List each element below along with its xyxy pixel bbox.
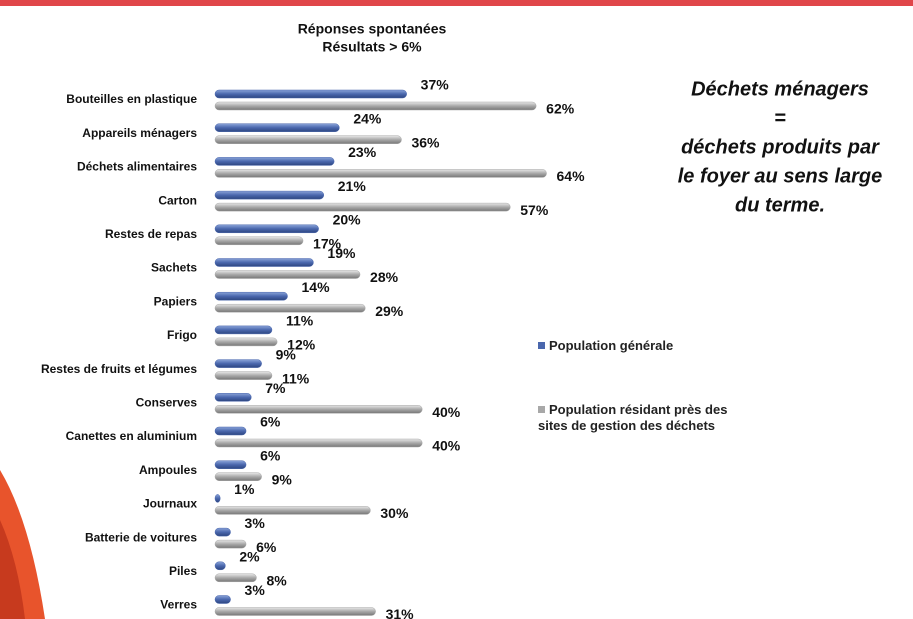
value-label: 36% [411,134,440,150]
annotation: le foyer au sens large [678,165,883,187]
y-tick-label: Verres [160,598,197,612]
value-label: 6% [256,539,277,555]
bar [214,506,371,515]
bar [214,527,231,537]
y-tick-label: Appareils ménagers [82,126,197,140]
bar [214,123,340,132]
bar [214,169,547,178]
bar [214,405,423,414]
bar [214,595,231,604]
value-label: 3% [245,515,266,531]
bar [214,89,407,99]
decoration [0,520,25,619]
bar [214,371,273,380]
bar [214,291,288,301]
bar [214,393,252,402]
y-tick-label: Canettes en aluminium [66,429,197,443]
bar [214,101,537,111]
value-label: 6% [260,414,281,430]
value-label: 3% [245,582,266,598]
bar [214,157,335,166]
y-tick-label: Restes de repas [105,227,197,241]
legend-swatch [538,342,545,349]
value-label: 29% [375,303,404,319]
bar [214,573,257,583]
value-label: 24% [353,110,382,126]
bar [214,325,273,335]
legend-label: Population résidant près des sites de ge… [538,402,728,433]
value-label: 20% [333,212,362,228]
value-label: 9% [276,346,297,362]
value-label: 1% [234,481,255,497]
bar [214,472,262,481]
bar [214,561,226,571]
bar [214,258,314,267]
value-label: 62% [546,101,575,117]
top-band [0,0,913,6]
annotation: déchets produits par [681,136,880,158]
legend-item: Population résidant près des sites de ge… [538,402,743,434]
bar [214,494,221,503]
legend-swatch [538,406,545,413]
value-label: 21% [338,178,367,194]
value-label: 14% [302,279,331,295]
value-label: 40% [432,404,461,420]
value-label: 40% [432,438,461,454]
bar [214,135,402,144]
bar [214,224,319,234]
value-label: 8% [266,573,287,589]
y-tick-label: Restes de fruits et légumes [41,362,197,376]
value-label: 17% [313,236,342,252]
bar [214,460,247,469]
y-tick-label: Frigo [167,328,197,342]
value-label: 2% [239,549,260,565]
value-label: 37% [421,77,450,93]
bar [214,426,247,436]
bar [214,359,262,368]
legend-item: Population générale [538,338,738,354]
value-label: 11% [286,313,314,329]
bar [214,236,304,246]
value-label: 57% [520,202,549,218]
y-tick-label: Journaux [143,497,197,511]
y-tick-label: Papiers [154,294,198,308]
chart-title: Réponses spontanées [298,21,447,37]
value-label: 6% [260,447,281,463]
value-label: 31% [386,606,415,619]
y-tick-label: Piles [169,564,197,578]
value-label: 64% [557,168,586,184]
bar [214,539,247,549]
y-tick-label: Bouteilles en plastique [66,92,197,106]
bar [214,337,278,347]
value-label: 12% [287,337,316,353]
legend-label: Population générale [549,338,674,353]
bar [214,438,423,448]
bar [214,202,511,212]
y-tick-label: Sachets [151,261,197,275]
annotation: = [774,107,786,129]
value-label: 23% [348,144,377,160]
bar [214,270,361,279]
chart-subtitle: Résultats > 6% [322,39,422,55]
y-tick-label: Carton [158,193,197,207]
bar [214,190,325,200]
value-label: 9% [272,471,293,487]
annotation: Déchets ménagers [691,78,869,100]
value-label: 7% [265,380,286,396]
y-tick-label: Batterie de voitures [85,530,197,544]
y-tick-label: Conserves [136,395,198,409]
value-label: 30% [380,505,409,521]
value-label: 11% [282,370,310,386]
value-label: 19% [327,245,356,261]
y-tick-label: Déchets alimentaires [77,160,197,174]
bar [214,303,366,313]
y-tick-label: Ampoules [139,463,197,477]
annotation: du terme. [735,194,825,216]
bar [214,607,376,616]
value-label: 28% [370,269,399,285]
